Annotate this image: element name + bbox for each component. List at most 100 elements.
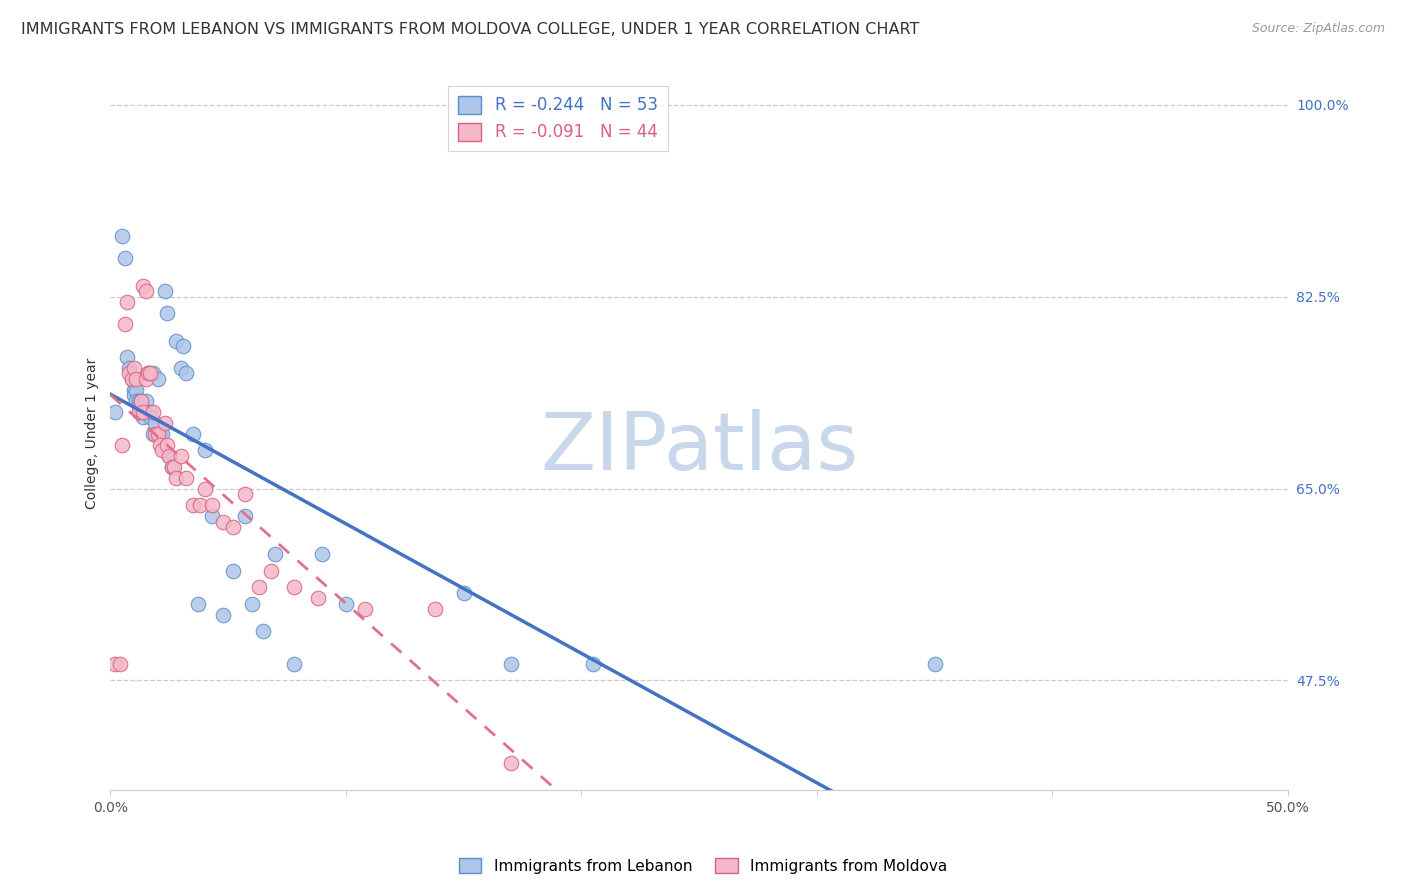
Point [194, 482, 217, 496]
Point [146, 426, 169, 441]
Point [142, 405, 165, 419]
Point [132, 410, 155, 425]
Point [264, 548, 287, 562]
Point [115, 295, 138, 310]
Y-axis label: College, Under 1 year: College, Under 1 year [86, 358, 100, 509]
Point [139, 405, 162, 419]
Point [181, 426, 204, 441]
Point [135, 405, 157, 419]
Legend: Immigrants from Lebanon, Immigrants from Moldova: Immigrants from Lebanon, Immigrants from… [453, 852, 953, 880]
Point [104, 405, 127, 419]
Point [125, 383, 148, 397]
Point [156, 438, 179, 452]
Point [170, 361, 193, 376]
Point [259, 564, 281, 578]
Point [118, 367, 141, 381]
Point [125, 393, 148, 408]
Point [139, 410, 162, 425]
Point [115, 350, 138, 364]
Point [201, 498, 224, 512]
Point [247, 580, 270, 594]
Point [181, 498, 204, 512]
Point [924, 657, 946, 671]
Point [311, 548, 333, 562]
Point [283, 657, 305, 671]
Point [125, 372, 148, 386]
Point [118, 361, 141, 376]
Point [163, 459, 186, 474]
Point [104, 657, 127, 671]
Point [122, 361, 145, 376]
Point [111, 438, 134, 452]
Point [165, 470, 187, 484]
Text: Source: ZipAtlas.com: Source: ZipAtlas.com [1251, 22, 1385, 36]
Point [335, 597, 357, 611]
Point [212, 515, 235, 529]
Point [165, 334, 187, 348]
Point [499, 657, 522, 671]
Point [146, 372, 169, 386]
Point [307, 591, 329, 606]
Point [128, 400, 150, 414]
Point [129, 393, 152, 408]
Point [142, 367, 165, 381]
Point [111, 229, 134, 244]
Point [157, 449, 180, 463]
Point [149, 438, 172, 452]
Point [194, 443, 217, 458]
Point [132, 405, 155, 419]
Point [142, 426, 165, 441]
Point [139, 367, 162, 381]
Point [132, 405, 155, 419]
Point [233, 487, 256, 501]
Text: ZIPatlas: ZIPatlas [540, 409, 858, 487]
Point [135, 372, 157, 386]
Point [453, 586, 475, 600]
Point [122, 383, 145, 397]
Text: IMMIGRANTS FROM LEBANON VS IMMIGRANTS FROM MOLDOVA COLLEGE, UNDER 1 YEAR CORRELA: IMMIGRANTS FROM LEBANON VS IMMIGRANTS FR… [21, 22, 920, 37]
Point [160, 459, 183, 474]
Point [233, 509, 256, 524]
Point [153, 416, 176, 430]
Point [121, 372, 143, 386]
Point [157, 449, 180, 463]
Point [135, 393, 157, 408]
Point [174, 367, 197, 381]
Point [353, 602, 375, 616]
Point [156, 306, 179, 320]
Point [143, 426, 166, 441]
Point [283, 580, 305, 594]
Point [128, 393, 150, 408]
Point [132, 278, 155, 293]
Point [499, 756, 522, 770]
Point [136, 367, 159, 381]
Point [160, 459, 183, 474]
Point [252, 624, 274, 639]
Point [114, 317, 136, 331]
Point [186, 597, 208, 611]
Legend: R = -0.244   N = 53, R = -0.091   N = 44: R = -0.244 N = 53, R = -0.091 N = 44 [449, 86, 668, 152]
Point [143, 416, 166, 430]
Point [114, 252, 136, 266]
Point [129, 393, 152, 408]
Point [149, 426, 172, 441]
Point [136, 367, 159, 381]
Point [222, 520, 245, 534]
Point [135, 285, 157, 299]
Point [150, 443, 173, 458]
Point [122, 388, 145, 402]
Point [136, 405, 159, 419]
Point [425, 602, 447, 616]
Point [188, 498, 211, 512]
Point [582, 657, 605, 671]
Point [222, 564, 245, 578]
Point [172, 339, 194, 353]
Point [212, 607, 235, 622]
Point [108, 657, 131, 671]
Point [129, 405, 152, 419]
Point [150, 426, 173, 441]
Point [153, 285, 176, 299]
Point [201, 509, 224, 524]
Point [170, 449, 193, 463]
Point [240, 597, 263, 611]
